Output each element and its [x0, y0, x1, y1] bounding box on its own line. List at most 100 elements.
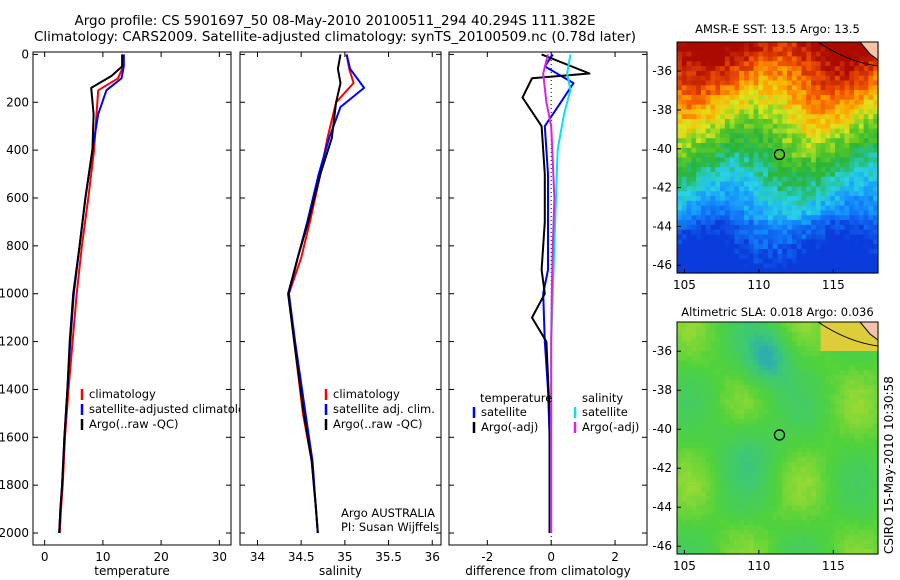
heatmap-cell: [691, 409, 697, 415]
heatmap-cell: [753, 46, 759, 53]
heatmap-cell: [782, 476, 788, 483]
heatmap-cell: [777, 399, 783, 405]
heatmap-cell: [724, 491, 731, 497]
heatmap-cell: [815, 418, 822, 425]
heatmap-cell: [700, 399, 707, 405]
heatmap-cell: [815, 205, 822, 212]
heatmap-cell: [844, 413, 850, 420]
heatmap-cell: [744, 433, 750, 439]
heatmap-cell: [820, 104, 826, 110]
heatmap-cell: [839, 138, 846, 144]
heatmap-cell: [710, 268, 716, 274]
heatmap-cell: [791, 128, 798, 135]
heatmap-cell: [873, 520, 879, 526]
heatmap-cell: [811, 471, 817, 478]
heatmap-cell: [811, 42, 817, 48]
heatmap-cell: [834, 138, 841, 144]
heatmap-cell: [686, 128, 692, 135]
heatmap-cell: [791, 544, 798, 550]
heatmap-cell: [705, 128, 712, 135]
heatmap-cell: [839, 196, 846, 202]
heatmap-cell: [849, 200, 855, 207]
heatmap-cell: [854, 94, 860, 101]
heatmap-cell: [868, 80, 874, 86]
heatmap-cell: [858, 239, 865, 245]
heatmap-cell: [791, 167, 798, 173]
heatmap-cell: [729, 322, 736, 328]
heatmap-cell: [724, 191, 731, 197]
heatmap-cell: [753, 544, 759, 550]
heatmap-cell: [720, 496, 726, 502]
heatmap-cell: [744, 268, 750, 274]
heatmap-cell: [868, 248, 874, 255]
heatmap-cell: [777, 104, 783, 110]
heatmap-cell: [849, 133, 855, 139]
heatmap-cell: [681, 94, 688, 101]
heatmap-cell: [863, 496, 870, 502]
heatmap-cell: [849, 467, 855, 473]
heatmap-cell: [820, 61, 826, 67]
heatmap-cell: [715, 90, 721, 96]
heatmap-cell: [677, 520, 683, 526]
heatmap-cell: [863, 539, 870, 545]
heatmap-cell: [815, 133, 822, 139]
heatmap-cell: [854, 200, 860, 207]
heatmap-cell: [715, 99, 721, 106]
heatmap-cell: [691, 346, 697, 352]
heatmap-cell: [854, 346, 860, 352]
heatmap-cell: [801, 162, 807, 168]
heatmap-cell: [753, 114, 759, 120]
heatmap-cell: [772, 423, 779, 429]
heatmap-cell: [854, 476, 860, 483]
heatmap-cell: [691, 114, 697, 120]
heatmap-cell: [849, 138, 855, 144]
heatmap-cell: [839, 244, 846, 250]
heatmap-cell: [729, 224, 736, 231]
heatmap-cell: [700, 133, 707, 139]
heatmap-cell: [696, 104, 702, 110]
heatmap-cell: [854, 331, 860, 338]
heatmap-cell: [748, 457, 755, 463]
heatmap-cell: [677, 51, 683, 58]
heatmap-cell: [681, 351, 688, 357]
heatmap-cell: [782, 447, 788, 454]
heatmap-cell: [705, 322, 712, 328]
heatmap-cell: [686, 457, 692, 463]
heatmap-cell: [834, 510, 841, 516]
heatmap-cell: [796, 210, 803, 216]
heatmap-cell: [686, 534, 692, 541]
heatmap-cell: [677, 133, 683, 139]
heatmap-cell: [801, 476, 807, 483]
heatmap-cell: [811, 176, 817, 183]
heatmap-cell: [691, 428, 697, 434]
heatmap-cell: [748, 476, 755, 483]
heatmap-cell: [720, 375, 726, 381]
heatmap-cell: [868, 119, 874, 125]
heatmap-cell: [729, 109, 736, 115]
heatmap-cell: [748, 505, 755, 512]
heatmap-cell: [715, 510, 721, 516]
heatmap-cell: [748, 186, 755, 192]
heatmap-cell: [767, 220, 774, 226]
heatmap-cell: [696, 447, 702, 454]
series-line: [58, 54, 124, 534]
heatmap-cell: [715, 409, 721, 415]
heatmap-cell: [758, 496, 764, 502]
heatmap-cell: [700, 224, 707, 231]
heatmap-cell: [758, 389, 764, 396]
heatmap-cell: [734, 263, 740, 269]
heatmap-cell: [767, 119, 774, 125]
heatmap-cell: [825, 404, 831, 410]
heatmap-cell: [681, 346, 688, 352]
heatmap-cell: [801, 428, 807, 434]
heatmap-cell: [758, 42, 764, 48]
heatmap-cell: [724, 351, 731, 357]
heatmap-cell: [815, 346, 822, 352]
heatmap-cell: [772, 534, 779, 541]
heatmap-cell: [834, 268, 841, 274]
heatmap-cell: [686, 253, 692, 260]
heatmap-cell: [772, 505, 779, 512]
heatmap-cell: [839, 394, 846, 400]
heatmap-cell: [753, 365, 759, 371]
heatmap-cell: [825, 525, 831, 531]
